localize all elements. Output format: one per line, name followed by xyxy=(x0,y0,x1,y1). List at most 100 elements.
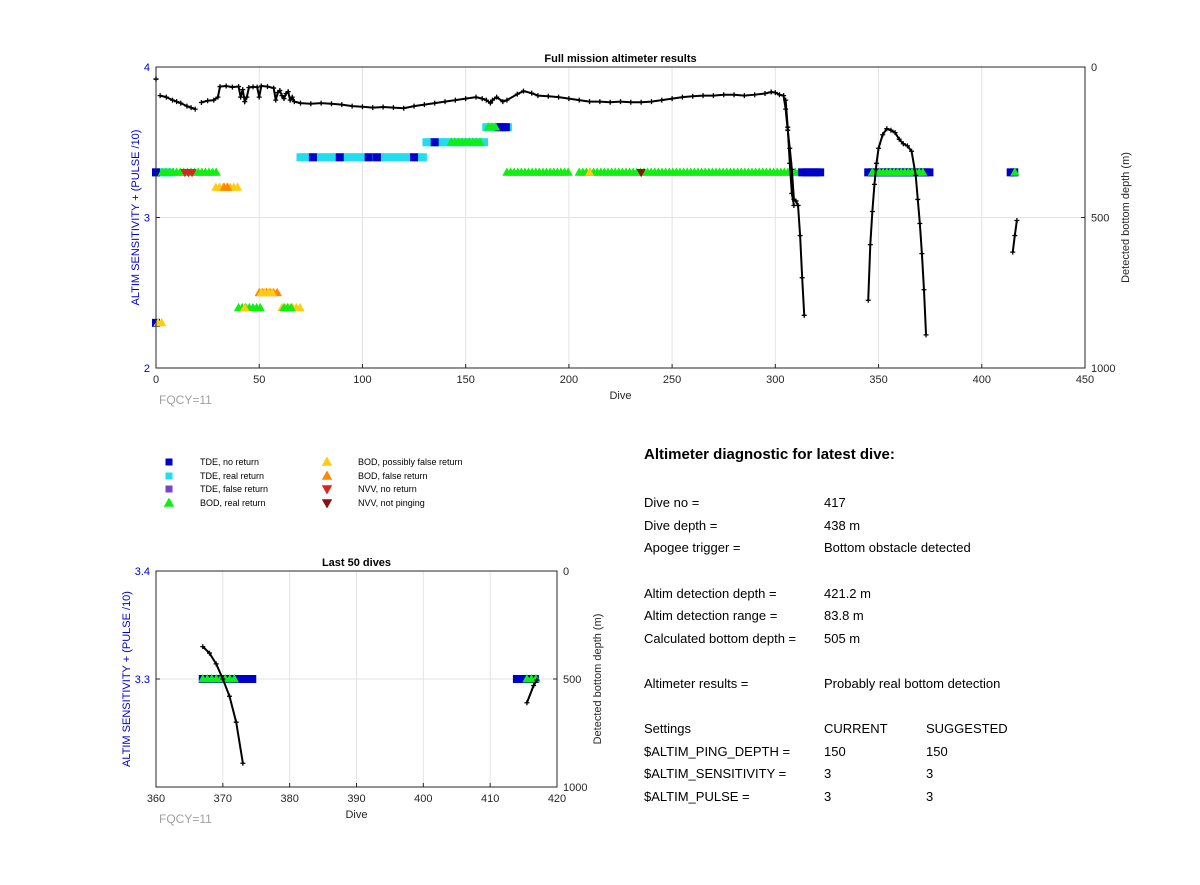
diagnostic-label: $ALTIM_PING_DEPTH = xyxy=(644,744,791,759)
diagnostic-row: Altim detection range = 83.8 m xyxy=(644,608,1164,626)
marker-nvv_no_return xyxy=(187,168,197,178)
diagnostic-suggested-value: 150 xyxy=(926,744,948,759)
bottom-depth-point xyxy=(279,93,285,99)
diagnostic-row: Apogee trigger = Bottom obstacle detected xyxy=(644,540,1164,558)
bottom-depth-point xyxy=(793,198,799,204)
x-tick-label: 350 xyxy=(869,374,887,386)
bottom-depth-point xyxy=(244,94,250,100)
bottom-depth-point xyxy=(500,99,506,105)
diagnostic-value: Probably real bottom detection xyxy=(824,676,1001,691)
bottom-depth-point xyxy=(233,719,239,725)
legend-marker-square xyxy=(165,472,173,479)
x-tick-label: 380 xyxy=(280,793,298,805)
y-tick-label: 4 xyxy=(144,62,150,74)
bottom-depth-point xyxy=(287,97,293,103)
bottom-depth-point xyxy=(254,84,260,90)
y-axis-title: ALTIM SENSITIVITY + (PULSE /10) xyxy=(130,130,142,306)
marker-tde_no_return xyxy=(816,168,825,177)
x-tick-label: 250 xyxy=(663,374,681,386)
legend-marker-triangle-up xyxy=(321,470,332,480)
diagnostic-label: Altimeter results = xyxy=(644,676,749,691)
bottom-depth-line xyxy=(525,679,538,704)
bottom-depth-point xyxy=(607,99,613,105)
legend-marker-shape xyxy=(321,485,332,494)
bottom-depth-point xyxy=(545,93,551,99)
bottom-depth-point xyxy=(188,105,194,111)
bottom-depth-point xyxy=(370,105,376,111)
diagnostic-label: $ALTIM_SENSITIVITY = xyxy=(644,766,787,781)
marker-bod_real_return xyxy=(211,167,221,176)
legend-marker-triangle-down xyxy=(321,498,332,508)
diagnostic-row: Settings CURRENT SUGGESTED xyxy=(644,721,1164,739)
bottom-depth-point xyxy=(258,83,264,89)
bottom-depth-point xyxy=(452,97,458,103)
bottom-depth-point xyxy=(442,99,448,105)
bottom-depth-point xyxy=(531,682,537,688)
bottom-depth-point xyxy=(308,101,314,107)
legend-marker-shape xyxy=(163,497,174,507)
bottom-depth-point xyxy=(215,94,221,100)
bottom-depth-point xyxy=(700,93,706,99)
legend-marker-square xyxy=(165,485,173,493)
bottom-depth-point xyxy=(192,106,198,112)
bottom-depth-point xyxy=(669,96,675,102)
marker-bod_real_return xyxy=(286,302,296,312)
bottom-depth-point xyxy=(157,93,163,99)
bottom-depth-point xyxy=(917,221,923,227)
legend-marker-shape xyxy=(165,472,173,479)
diagnostic-label: Apogee trigger = xyxy=(644,540,741,555)
bottom-depth-point xyxy=(873,160,879,166)
x-tick-label: 300 xyxy=(766,374,784,386)
bottom-depth-point xyxy=(867,242,873,248)
marker-bod_possibly_false xyxy=(584,167,595,176)
bottom-depth-point xyxy=(869,208,875,214)
bottom-depth-point xyxy=(919,251,925,257)
bottom-depth-point xyxy=(217,84,223,90)
y-tick-label: 2 xyxy=(144,363,150,375)
chart-title: Last 50 dives xyxy=(322,557,391,569)
bottom-depth-point xyxy=(359,104,365,110)
bottom-depth-point xyxy=(915,196,921,202)
bottom-depth-point xyxy=(318,100,324,106)
diagnostic-suggested-value: SUGGESTED xyxy=(926,721,1008,736)
diagnostic-value: 3 xyxy=(824,766,832,781)
bottom-depth-point xyxy=(281,96,287,102)
diagnostic-value: 83.8 m xyxy=(824,608,864,623)
bottom-depth-point xyxy=(223,83,229,89)
right-y-tick-label: 0 xyxy=(563,566,569,578)
bottom-depth-point xyxy=(291,99,297,105)
right-y-tick-label: 1000 xyxy=(1091,363,1115,375)
bottom-depth-point xyxy=(256,94,262,100)
bottom-depth-point xyxy=(514,91,520,97)
fqcy-annotation: FQCY=11 xyxy=(159,812,212,826)
diagnostic-label: Dive no = xyxy=(644,495,700,510)
marker-bod_real_return xyxy=(1010,167,1020,176)
legend-label: NVV, no return xyxy=(358,484,417,494)
marker-bod_real_return xyxy=(475,137,485,146)
legend-marker-shape xyxy=(165,458,173,466)
bottom-depth-point xyxy=(401,105,407,111)
marker-bod_false xyxy=(223,182,233,191)
bottom-depth-point xyxy=(198,100,204,106)
bottom-depth-point xyxy=(752,92,758,98)
marker-bod_real_return xyxy=(229,674,239,683)
bottom-depth-point xyxy=(628,99,634,105)
marker-tde_real_return xyxy=(418,153,427,162)
fqcy-annotation: FQCY=11 xyxy=(159,393,212,407)
x-tick-label: 200 xyxy=(560,374,578,386)
diagnostic-row: $ALTIM_PING_DEPTH = 150 150 xyxy=(644,744,1164,762)
bottom-depth-point xyxy=(298,100,304,106)
legend-marker-triangle-up xyxy=(163,497,174,507)
legend-marker-shape xyxy=(321,498,332,508)
x-tick-label: 390 xyxy=(347,793,365,805)
bottom-depth-point xyxy=(576,97,582,103)
legend-label: TDE, false return xyxy=(200,484,269,494)
legend-label: BOD, false return xyxy=(358,470,428,481)
legend-label: NVV, not pinging xyxy=(358,497,425,508)
bottom-depth-point xyxy=(163,94,169,100)
marker-tde_no_return xyxy=(512,675,521,683)
bottom-depth-point xyxy=(236,84,242,90)
x-tick-label: 370 xyxy=(214,793,232,805)
bottom-depth-point xyxy=(741,93,747,99)
bottom-depth-point xyxy=(240,87,246,93)
